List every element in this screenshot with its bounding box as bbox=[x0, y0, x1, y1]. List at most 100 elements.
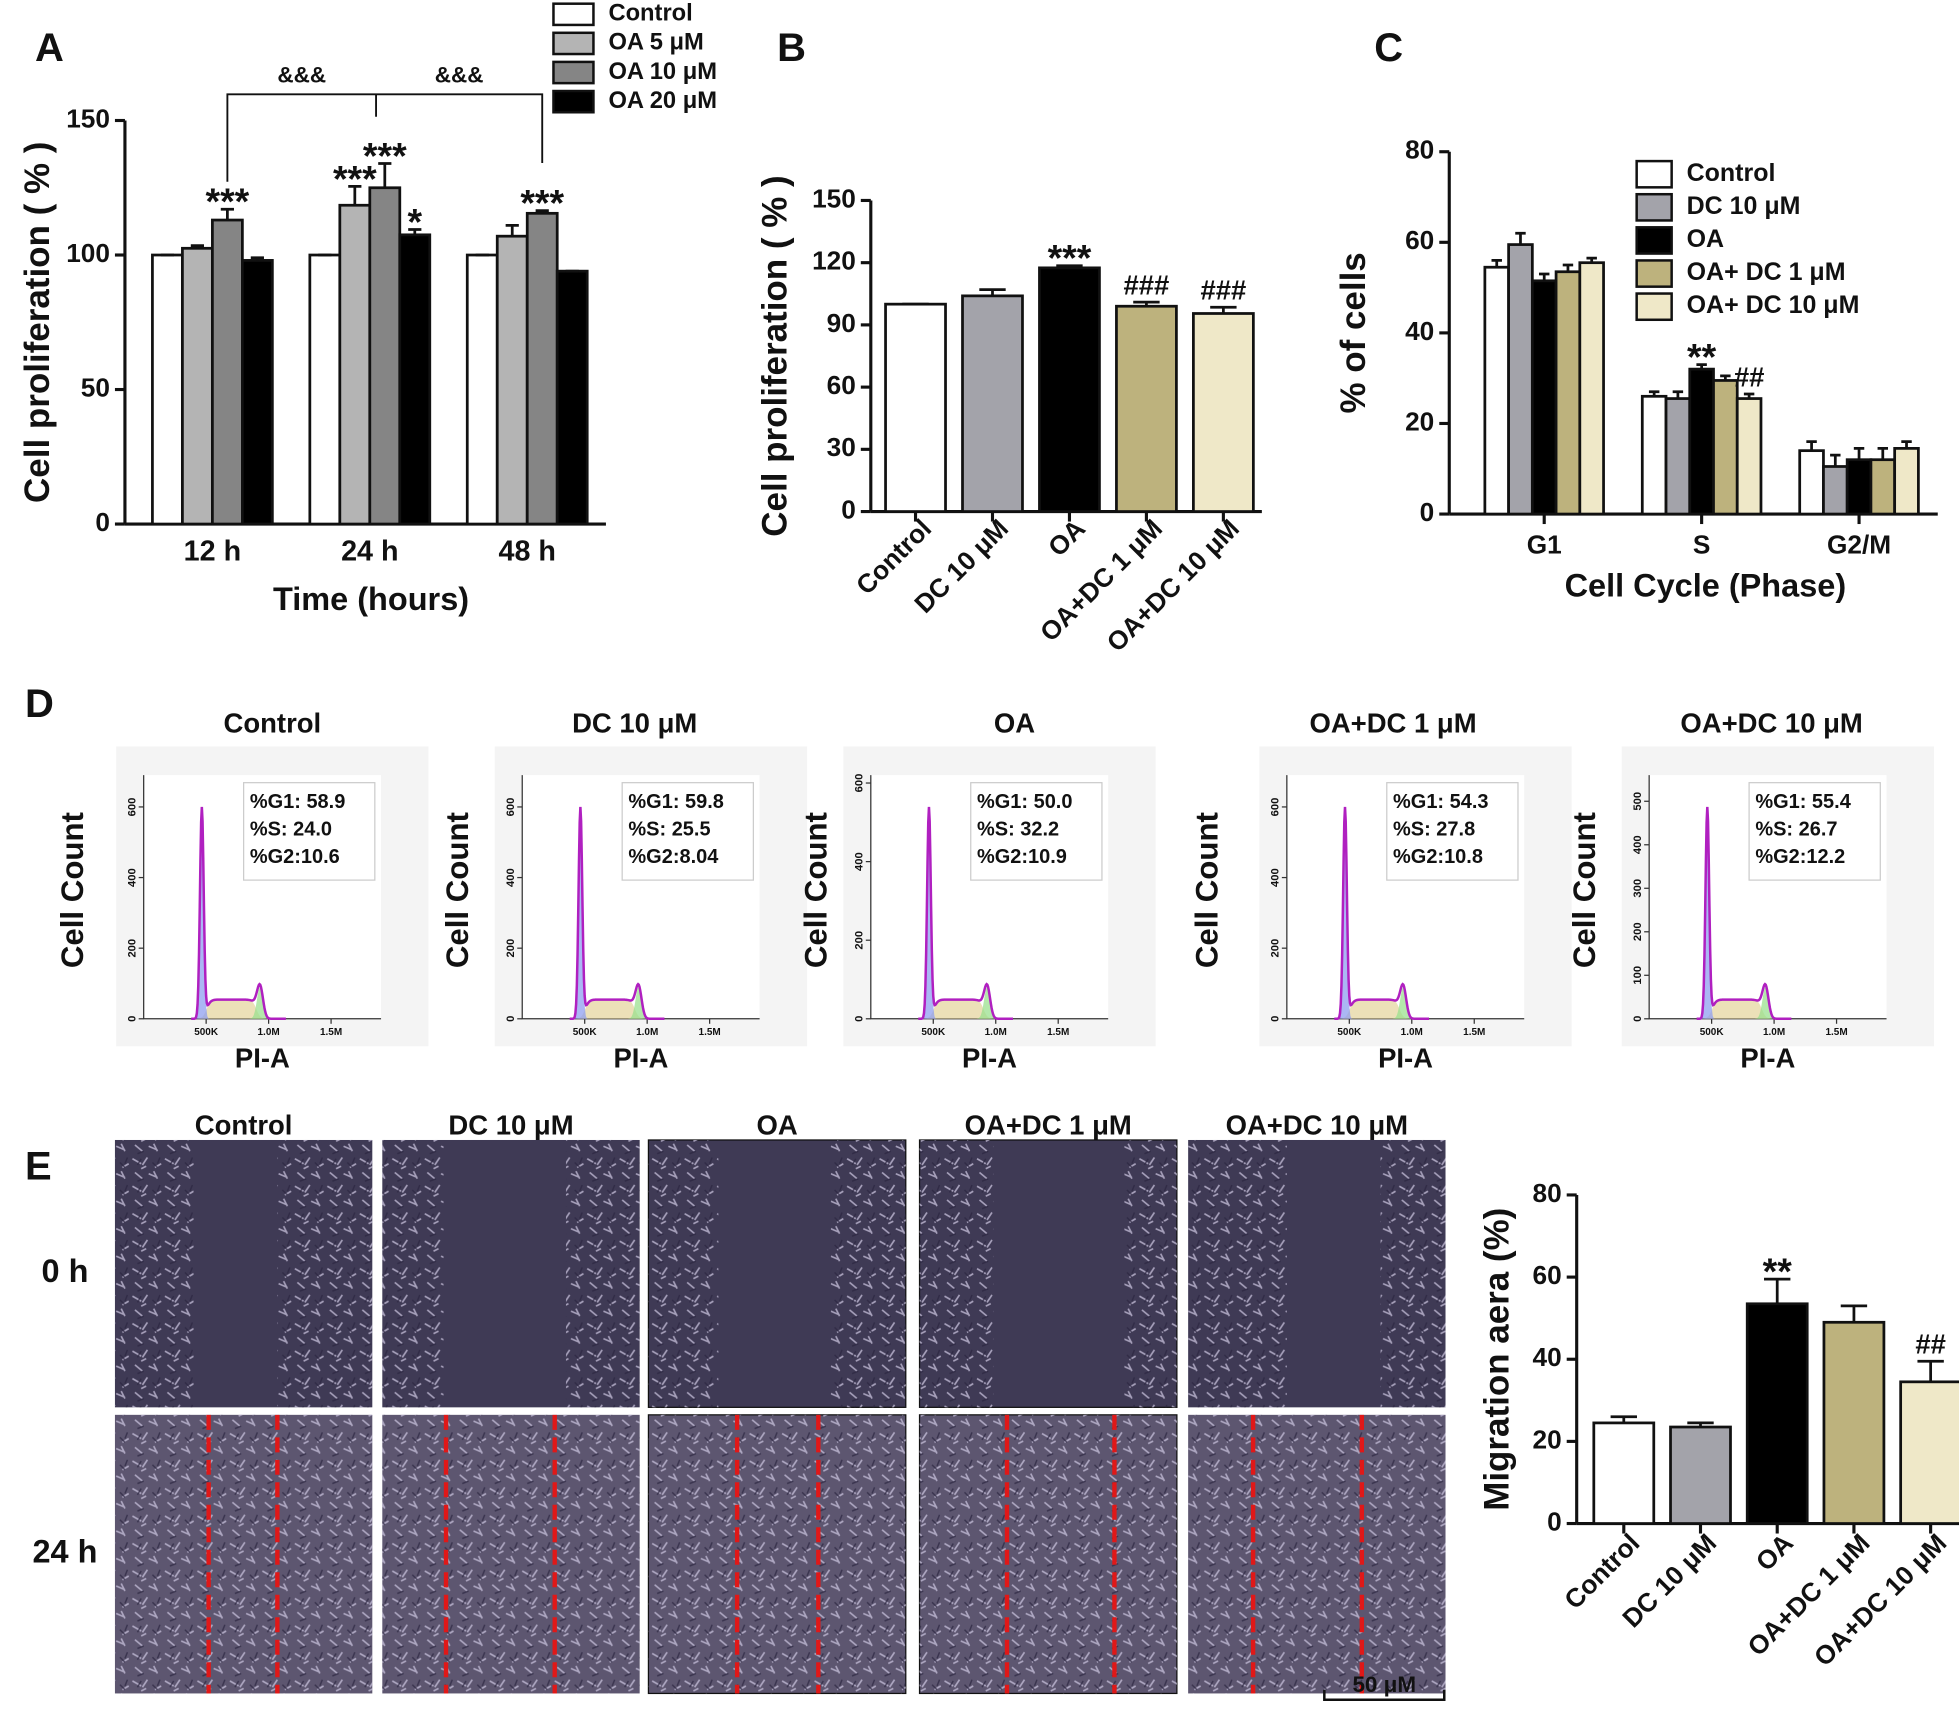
error-bar bbox=[1917, 1359, 1944, 1382]
x-tick-label: 24 h bbox=[341, 535, 398, 567]
cell-layer bbox=[919, 1414, 1177, 1694]
flow-title: Control bbox=[224, 707, 322, 738]
error-bar bbox=[505, 224, 519, 237]
bar bbox=[1115, 304, 1178, 513]
flow-y-tick-label: 400 bbox=[1632, 835, 1644, 854]
legend-swatch bbox=[1635, 292, 1673, 322]
error-bar bbox=[535, 209, 549, 214]
bar bbox=[211, 218, 244, 526]
flow-y-tick-label: 400 bbox=[1270, 868, 1282, 887]
column-title: OA+DC 10 μM bbox=[1226, 1110, 1408, 1141]
flow-x-tick-label: 1.5M bbox=[320, 1027, 342, 1038]
error-bar bbox=[348, 185, 362, 206]
legend-swatch bbox=[552, 60, 595, 85]
flow-x-tick-label: 500K bbox=[1337, 1027, 1362, 1038]
panel-label: C bbox=[1374, 26, 1403, 70]
flow-stat: %G2:10.6 bbox=[250, 846, 340, 868]
flow-x-tick-label: 1.0M bbox=[636, 1027, 658, 1038]
cell-layer bbox=[277, 1139, 373, 1408]
bar bbox=[1483, 265, 1510, 516]
bar bbox=[465, 253, 499, 526]
bar bbox=[1822, 1320, 1886, 1525]
flow-stats-box bbox=[621, 782, 754, 881]
legend-label: Control bbox=[608, 1, 692, 27]
error-bar bbox=[1133, 300, 1160, 307]
column-title: DC 10 μM bbox=[448, 1110, 573, 1141]
error-bar bbox=[378, 162, 392, 188]
flow-y-tick-label: 0 bbox=[126, 1016, 138, 1022]
legend-swatch bbox=[552, 31, 595, 56]
bar bbox=[1507, 243, 1534, 516]
flow-stats-box bbox=[1748, 782, 1881, 881]
bar bbox=[1664, 397, 1692, 516]
error-bar bbox=[220, 207, 234, 221]
bar bbox=[1640, 394, 1668, 516]
significance-label: *** bbox=[206, 180, 250, 222]
significance-label: *** bbox=[363, 134, 407, 176]
y-tick-label: 150 bbox=[812, 183, 856, 213]
x-tick-label: OA+DC 10 μM bbox=[1808, 1528, 1952, 1672]
flow-title: DC 10 μM bbox=[572, 707, 697, 738]
flow-stat: %G2:12.2 bbox=[1755, 846, 1845, 868]
column-title: Control bbox=[195, 1110, 293, 1141]
flow-stat: %S: 26.7 bbox=[1755, 818, 1837, 840]
flow-y-tick-label: 0 bbox=[1632, 1016, 1644, 1022]
flow-y-tick-label: 200 bbox=[505, 939, 517, 958]
y-tick-label: 20 bbox=[1405, 406, 1434, 436]
legend-swatch bbox=[552, 2, 595, 27]
flow-y-tick-label: 200 bbox=[854, 931, 866, 950]
legend-label: OA 5 μM bbox=[608, 30, 703, 56]
y-tick-label: 40 bbox=[1405, 316, 1434, 346]
flow-stat: %G1: 54.3 bbox=[1393, 791, 1488, 813]
bar bbox=[1899, 1380, 1959, 1525]
flow-y-tick-label: 200 bbox=[1270, 939, 1282, 958]
flow-x-tick-label: 1.0M bbox=[985, 1027, 1007, 1038]
row-label: 24 h bbox=[32, 1534, 97, 1570]
cell-layer bbox=[919, 1139, 994, 1408]
flow-title: OA+DC 10 μM bbox=[1680, 707, 1862, 738]
flow-y-tick-label: 0 bbox=[1270, 1016, 1282, 1022]
legend-label: OA+ DC 10 μM bbox=[1687, 291, 1860, 319]
error-bar bbox=[979, 288, 1006, 296]
flow-x-tick-label: 1.0M bbox=[1401, 1027, 1423, 1038]
y-axis-label: Cell proliferation ( % ) bbox=[755, 175, 794, 536]
panel-label: E bbox=[25, 1144, 52, 1188]
bracket bbox=[226, 93, 544, 182]
scale-bar bbox=[1323, 1689, 1446, 1701]
flow-stats-box bbox=[1386, 782, 1519, 881]
flow-fit bbox=[918, 806, 1013, 1021]
y-tick-label: 60 bbox=[1533, 1260, 1562, 1290]
error-bar bbox=[1210, 305, 1237, 314]
x-axis-label: Time (hours) bbox=[273, 581, 469, 617]
error-bar bbox=[1806, 440, 1817, 451]
error-bar bbox=[1901, 440, 1912, 449]
flow-stat: %G1: 58.9 bbox=[250, 791, 345, 813]
bar bbox=[1192, 312, 1255, 513]
flow-fit bbox=[1696, 806, 1792, 1021]
flow-x-label: PI-A bbox=[962, 1042, 1017, 1073]
flow-y-label: Cell Count bbox=[1567, 811, 1602, 968]
significance-label: *** bbox=[1048, 237, 1092, 279]
y-tick-label: 50 bbox=[81, 372, 110, 402]
flow-stat: %G2:10.8 bbox=[1393, 846, 1483, 868]
significance-label: ### bbox=[1123, 269, 1169, 300]
legend-swatch bbox=[1635, 192, 1673, 222]
panel-label: A bbox=[35, 26, 64, 70]
bar bbox=[1669, 1425, 1732, 1525]
flow-title: OA+DC 1 μM bbox=[1309, 707, 1476, 738]
bar bbox=[1038, 266, 1101, 513]
cell-layer bbox=[648, 1139, 719, 1408]
flow-y-tick-label: 400 bbox=[854, 852, 866, 871]
bar bbox=[961, 294, 1024, 513]
error-bar bbox=[1853, 447, 1865, 460]
y-tick-label: 90 bbox=[827, 308, 856, 338]
bar bbox=[151, 253, 184, 526]
bar bbox=[1869, 458, 1897, 516]
cell-layer bbox=[1188, 1414, 1446, 1694]
error-bar bbox=[250, 256, 264, 261]
flow-x-tick-label: 500K bbox=[921, 1027, 946, 1038]
bar bbox=[338, 203, 372, 526]
flow-x-tick-label: 500K bbox=[1700, 1027, 1725, 1038]
bar bbox=[1592, 1421, 1656, 1525]
